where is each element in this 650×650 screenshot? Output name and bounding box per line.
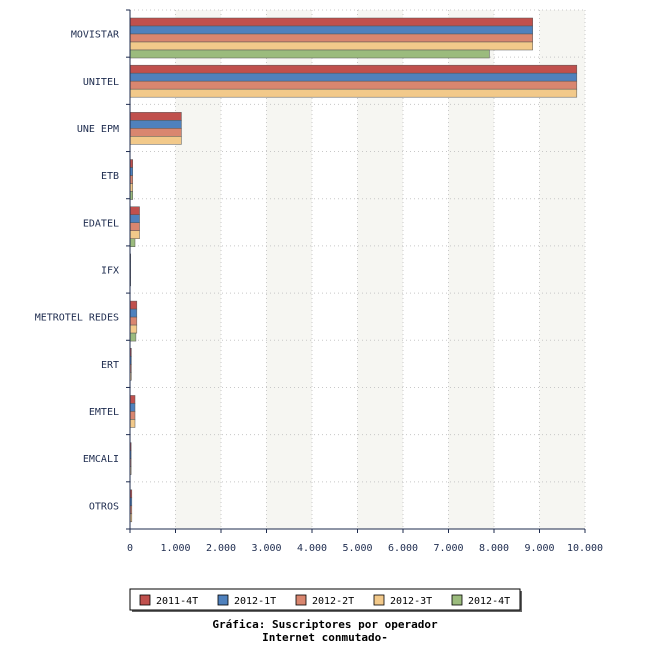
legend-label: 2011-4T: [156, 596, 198, 607]
bar: [129, 17, 533, 27]
category-label: MOVISTAR: [71, 30, 120, 41]
bar: [129, 49, 490, 59]
legend-swatch: [139, 594, 151, 606]
category-label: EMCALI: [83, 454, 119, 465]
category-label: UNITEL: [83, 77, 119, 88]
bar: [129, 230, 140, 239]
bar: [129, 64, 578, 74]
grid-lines: [130, 9, 586, 530]
x-tick-label: 1.000: [160, 543, 190, 554]
bars: [129, 17, 578, 523]
bar: [129, 403, 136, 412]
x-tick-label: 0: [127, 543, 133, 554]
x-tick-label: 10.000: [567, 543, 603, 554]
axes: [126, 9, 586, 533]
x-tick-label: 2.000: [206, 543, 236, 554]
x-tick-labels: 0 1.000 2.000 3.000 4.000 5.000 6.000 7.000 8.00…: [127, 543, 603, 554]
legend-swatch: [295, 594, 307, 606]
bar: [129, 308, 138, 318]
category-labels: MOVISTAR UNITEL UNE EPM ETB EDATEL IFX METROTE…: [35, 30, 120, 513]
category-label: OTROS: [89, 501, 119, 512]
bar: [129, 112, 182, 121]
caption-line-1: Gráfica: Suscriptores por operador: [212, 618, 438, 631]
legend-label: 2012-2T: [312, 596, 354, 607]
bar: [129, 214, 140, 223]
legend-swatch: [373, 594, 385, 606]
x-tick-label: 4.000: [297, 543, 327, 554]
bar: [129, 120, 182, 129]
bar: [129, 332, 137, 342]
legend: 2011-4T 2012-1T 2012-2T 2012-3T 2012-4T: [129, 588, 522, 612]
legend-swatch: [217, 594, 229, 606]
caption-line-2: Internet conmutado-: [262, 631, 388, 644]
bar: [129, 72, 578, 82]
bar: [129, 25, 533, 35]
bar: [129, 33, 533, 43]
legend-label: 2012-4T: [468, 596, 510, 607]
bar: [129, 300, 138, 310]
x-tick-label: 5.000: [342, 543, 372, 554]
bar: [129, 238, 136, 247]
x-tick-label: 6.000: [388, 543, 418, 554]
bar: [129, 41, 533, 51]
bar: [129, 419, 136, 428]
bar: [129, 128, 182, 137]
x-tick-label: 3.000: [251, 543, 281, 554]
bar: [129, 411, 136, 420]
bar: [129, 316, 138, 326]
category-label: ETB: [101, 171, 119, 182]
x-tick-label: 9.000: [524, 543, 554, 554]
legend-label: 2012-3T: [390, 596, 432, 607]
category-label: ERT: [101, 360, 119, 371]
x-tick-label: 8.000: [479, 543, 509, 554]
legend-swatch: [451, 594, 463, 606]
bar: [129, 136, 182, 145]
category-label: METROTEL REDES: [35, 313, 119, 324]
bar: [129, 395, 136, 404]
bar: [129, 324, 138, 334]
bar: [129, 80, 578, 90]
bar: [129, 222, 140, 231]
legend-label: 2012-1T: [234, 596, 276, 607]
category-label: EMTEL: [89, 407, 119, 418]
category-label: UNE EPM: [77, 124, 119, 135]
x-tick-label: 7.000: [433, 543, 463, 554]
category-label: IFX: [101, 266, 119, 277]
category-label: EDATEL: [83, 218, 119, 229]
bar: [129, 206, 140, 215]
bar: [129, 88, 578, 98]
